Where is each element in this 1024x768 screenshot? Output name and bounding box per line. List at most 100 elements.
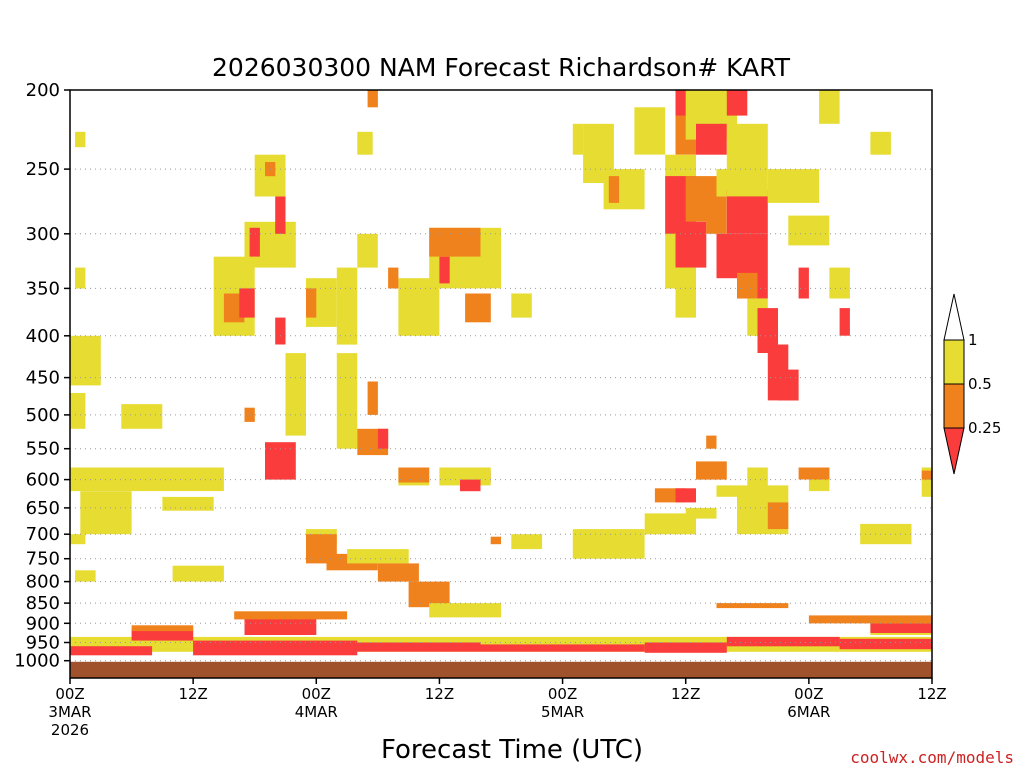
y-tick-label: 650 bbox=[26, 498, 60, 519]
heatmap-cell bbox=[788, 215, 830, 246]
heatmap-cell bbox=[757, 308, 778, 353]
legend-above-triangle bbox=[943, 293, 965, 341]
heatmap-cell bbox=[798, 467, 830, 480]
x-tick-label: 6MAR bbox=[787, 703, 830, 721]
y-tick-label: 200 bbox=[26, 80, 60, 101]
heatmap-cell bbox=[172, 565, 224, 582]
heatmap-cell bbox=[429, 227, 481, 257]
x-axis-title: Forecast Time (UTC) bbox=[381, 735, 643, 765]
heatmap-cell bbox=[644, 513, 696, 535]
heatmap-cell bbox=[706, 196, 727, 234]
surface-layer-cell bbox=[716, 603, 789, 609]
heatmap-cell bbox=[223, 293, 245, 323]
surface-layer-cell bbox=[480, 644, 645, 652]
heatmap-cell bbox=[70, 467, 224, 492]
heatmap-cell bbox=[921, 470, 932, 480]
heatmap-cell bbox=[511, 293, 532, 318]
legend-label: 0.5 bbox=[968, 375, 992, 393]
heatmap-cell bbox=[70, 393, 86, 429]
heatmap-cell bbox=[572, 529, 645, 559]
x-tick-label: 12Z bbox=[917, 685, 946, 703]
surface-layer-cell bbox=[839, 638, 932, 650]
heatmap-cell bbox=[439, 256, 450, 284]
heatmap-cell bbox=[737, 272, 758, 299]
heatmap-cell bbox=[490, 536, 501, 545]
heatmap-cell bbox=[870, 131, 891, 155]
x-tick-label: 12Z bbox=[178, 685, 207, 703]
heatmap-cell bbox=[75, 570, 96, 582]
heatmap-cell bbox=[367, 381, 378, 415]
heatmap-cell bbox=[572, 123, 584, 155]
heatmap-cell bbox=[121, 404, 163, 429]
heatmap-cell bbox=[608, 176, 620, 203]
heatmap-cell bbox=[685, 507, 717, 519]
heatmap-cell bbox=[357, 233, 378, 268]
heatmap-cell bbox=[767, 502, 789, 530]
legend-label: 1 bbox=[968, 331, 978, 349]
x-tick-label: 00Z bbox=[302, 685, 331, 703]
heatmap-cell bbox=[696, 123, 727, 155]
y-tick-label: 450 bbox=[26, 368, 60, 389]
y-tick-label: 950 bbox=[26, 633, 60, 654]
surface-layer-cell bbox=[131, 625, 194, 632]
surface-layer-cell bbox=[193, 640, 358, 656]
surface-layer-cell bbox=[808, 615, 932, 624]
legend-swatch bbox=[943, 339, 965, 385]
y-tick-label: 900 bbox=[26, 613, 60, 634]
heatmap-cell bbox=[377, 563, 419, 582]
y-tick-label: 300 bbox=[26, 224, 60, 245]
heatmap-cell bbox=[716, 485, 737, 497]
heatmap-cell bbox=[870, 623, 932, 633]
surface-layer-cell bbox=[234, 611, 348, 620]
y-tick-label: 350 bbox=[26, 278, 60, 299]
x-tick-label: 4MAR bbox=[295, 703, 338, 721]
heatmap-cell bbox=[767, 169, 820, 203]
legend-label: 0.25 bbox=[968, 419, 1001, 437]
heatmap-cell bbox=[465, 293, 491, 323]
plot-frame bbox=[69, 89, 933, 679]
x-tick-label: 00Z bbox=[548, 685, 577, 703]
heatmap-cell bbox=[336, 267, 358, 345]
heatmap-cell bbox=[716, 233, 737, 279]
heatmap-cell bbox=[511, 534, 543, 550]
heatmap-cell bbox=[239, 288, 255, 318]
heatmap-cell bbox=[726, 189, 768, 234]
heatmap-cells bbox=[70, 90, 932, 656]
heatmap-cell bbox=[377, 428, 389, 449]
color-legend: 1 0.5 0.25 bbox=[943, 293, 1001, 475]
heatmap-cell bbox=[726, 90, 748, 116]
heatmap-cell bbox=[921, 467, 932, 497]
heatmap-cell bbox=[347, 549, 409, 564]
heatmap-cell bbox=[357, 131, 373, 155]
surface-layer-cell bbox=[726, 636, 840, 647]
heatmap-cell bbox=[367, 90, 378, 108]
heatmap-cell bbox=[162, 496, 214, 511]
heatmap-cell bbox=[306, 288, 317, 318]
surface-layer-cell bbox=[336, 642, 481, 652]
ground-fill bbox=[70, 661, 932, 678]
x-tick-label: 5MAR bbox=[541, 703, 584, 721]
legend-below-triangle bbox=[943, 427, 965, 475]
heatmap-cell bbox=[634, 107, 666, 155]
x-tick-label: 00Z bbox=[55, 685, 84, 703]
surface-layer-cell bbox=[70, 646, 153, 656]
heatmap-cell bbox=[244, 407, 255, 422]
heatmap-cell bbox=[675, 221, 707, 268]
heatmap-cell bbox=[285, 353, 306, 436]
heatmap-cell bbox=[80, 491, 132, 535]
x-tick-label: 00Z bbox=[794, 685, 823, 703]
heatmap-cell bbox=[706, 435, 717, 449]
heatmap-cell bbox=[819, 90, 840, 124]
x-tick-label: 12Z bbox=[425, 685, 454, 703]
ground-layer bbox=[70, 661, 932, 678]
heatmap-cell bbox=[675, 488, 696, 503]
heatmap-cell bbox=[70, 534, 86, 545]
heatmap-cell bbox=[398, 467, 430, 483]
heatmap-cell bbox=[249, 227, 260, 257]
heatmap-cell bbox=[336, 353, 358, 449]
legend-swatch bbox=[943, 383, 965, 429]
credit-text: coolwx.com/models bbox=[850, 748, 1014, 767]
y-tick-label: 500 bbox=[26, 405, 60, 426]
